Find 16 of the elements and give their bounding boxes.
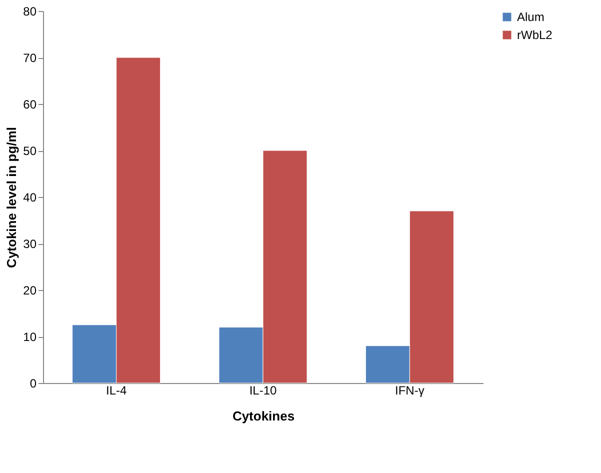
y-tick-label: 70 [23, 51, 37, 65]
legend-label: rWbL2 [517, 28, 553, 42]
y-axis-title: Cytokine level in pg/ml [4, 127, 20, 268]
x-tick-label: IL-4 [106, 384, 127, 398]
y-tick-label: 80 [23, 4, 37, 18]
y-tick-label: 20 [23, 284, 37, 298]
x-axis-title: Cytokines [232, 408, 295, 424]
y-tick-label: 30 [23, 237, 37, 251]
y-tick-label: 0 [30, 376, 37, 390]
x-tick-label: IFN-γ [395, 384, 424, 398]
x-tick-label: IL-10 [249, 384, 277, 398]
y-tick-label: 60 [23, 98, 37, 112]
y-tick-label: 40 [23, 190, 37, 204]
legend-label: Alum [517, 10, 544, 24]
y-tick-label: 50 [23, 144, 37, 158]
y-tick-label: 10 [23, 330, 37, 344]
